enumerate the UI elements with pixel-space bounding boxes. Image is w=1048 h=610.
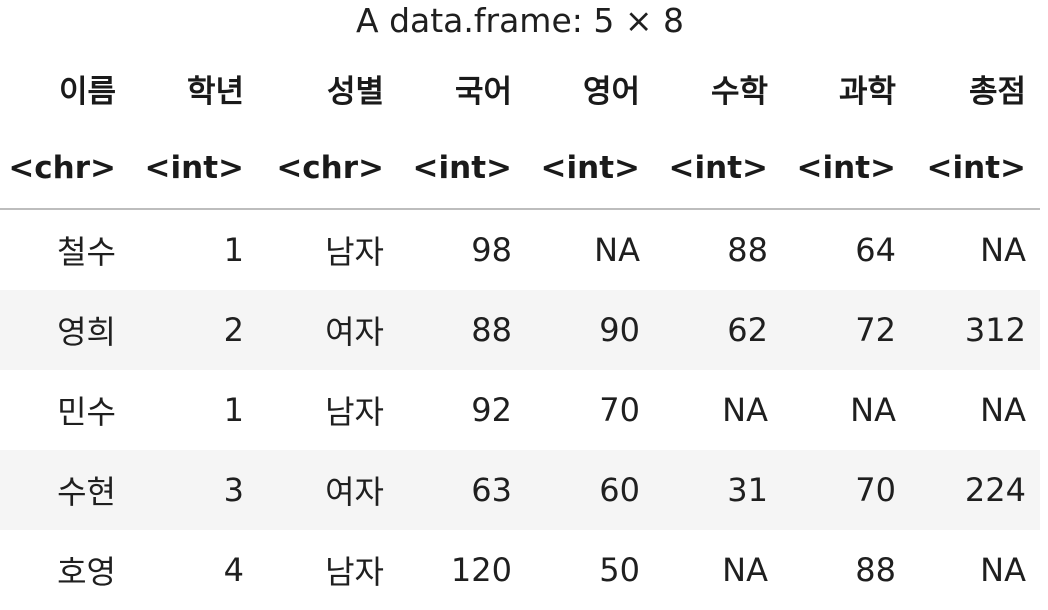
column-type: <chr> bbox=[258, 128, 398, 210]
table-cell: 3 bbox=[130, 450, 258, 530]
column-header: 이름 bbox=[58, 73, 116, 110]
header-row-types: <chr> <int> <chr> <int> <int> <int> <int… bbox=[0, 128, 1040, 210]
table-cell: 72 bbox=[782, 290, 910, 370]
table-cell: 50 bbox=[526, 530, 654, 610]
table-row: 영희 2 여자 88 90 62 72 312 bbox=[0, 290, 1040, 370]
table-cell: 남자 bbox=[258, 530, 398, 610]
table-cell: 수현 bbox=[0, 450, 130, 530]
table-cell: 70 bbox=[526, 370, 654, 450]
table-cell: 92 bbox=[398, 370, 526, 450]
table-cell: 여자 bbox=[258, 290, 398, 370]
table-cell: 철수 bbox=[0, 209, 130, 290]
column-type: <int> bbox=[398, 128, 526, 210]
column-header: 수학 bbox=[710, 73, 768, 110]
table-cell: 63 bbox=[398, 450, 526, 530]
table-row: 호영 4 남자 120 50 NA 88 NA bbox=[0, 530, 1040, 610]
column-header: 과학 bbox=[838, 73, 896, 110]
table-cell: 88 bbox=[398, 290, 526, 370]
table-cell: 62 bbox=[654, 290, 782, 370]
table-row: 철수 1 남자 98 NA 88 64 NA bbox=[0, 209, 1040, 290]
table-caption: A data.frame: 5 × 8 bbox=[356, 1, 684, 40]
column-header: 국어 bbox=[454, 73, 512, 110]
table-cell: 남자 bbox=[258, 209, 398, 290]
column-type: <int> bbox=[654, 128, 782, 210]
table-cell: 90 bbox=[526, 290, 654, 370]
table-cell: 민수 bbox=[0, 370, 130, 450]
column-type: <int> bbox=[910, 128, 1040, 210]
table-cell: 1 bbox=[130, 209, 258, 290]
header-row-names: 이름 학년 성별 국어 영어 수학 과학 총점 bbox=[0, 48, 1040, 128]
table-cell: 98 bbox=[398, 209, 526, 290]
column-type: <int> bbox=[526, 128, 654, 210]
table-cell: NA bbox=[782, 370, 910, 450]
table-cell: 1 bbox=[130, 370, 258, 450]
table-cell: 70 bbox=[782, 450, 910, 530]
table-cell: NA bbox=[910, 209, 1040, 290]
table-cell: 60 bbox=[526, 450, 654, 530]
column-header: 영어 bbox=[582, 73, 640, 110]
table-cell: NA bbox=[654, 370, 782, 450]
table-cell: 영희 bbox=[0, 290, 130, 370]
table-cell: 31 bbox=[654, 450, 782, 530]
table-cell: 120 bbox=[398, 530, 526, 610]
column-type: <int> bbox=[782, 128, 910, 210]
table-cell: 2 bbox=[130, 290, 258, 370]
table-cell: 호영 bbox=[0, 530, 130, 610]
table-cell: NA bbox=[526, 209, 654, 290]
table-cell: NA bbox=[654, 530, 782, 610]
column-header: 학년 bbox=[186, 73, 244, 110]
table-cell: NA bbox=[910, 370, 1040, 450]
table-cell: NA bbox=[910, 530, 1040, 610]
table-cell: 64 bbox=[782, 209, 910, 290]
table-cell: 88 bbox=[782, 530, 910, 610]
column-header: 총점 bbox=[968, 73, 1026, 110]
column-header: 성별 bbox=[326, 73, 384, 110]
table-row: 민수 1 남자 92 70 NA NA NA bbox=[0, 370, 1040, 450]
column-type: <int> bbox=[130, 128, 258, 210]
column-type: <chr> bbox=[0, 128, 130, 210]
table-cell: 남자 bbox=[258, 370, 398, 450]
data-frame-table: 이름 학년 성별 국어 영어 수학 과학 총점 <chr> <int> <chr… bbox=[0, 48, 1040, 610]
table-cell: 312 bbox=[910, 290, 1040, 370]
table-cell: 여자 bbox=[258, 450, 398, 530]
table-cell: 224 bbox=[910, 450, 1040, 530]
table-cell: 88 bbox=[654, 209, 782, 290]
table-row: 수현 3 여자 63 60 31 70 224 bbox=[0, 450, 1040, 530]
table-cell: 4 bbox=[130, 530, 258, 610]
